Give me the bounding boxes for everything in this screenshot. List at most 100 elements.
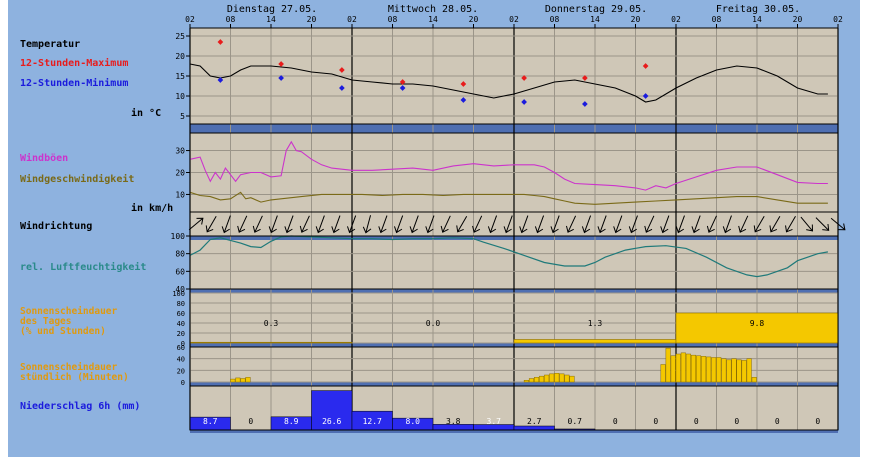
wind-arrow (644, 215, 655, 233)
y-tick-label: 10 (175, 190, 185, 199)
wind-arrow (581, 215, 592, 234)
wind-arrow-shaft (206, 215, 217, 233)
y-tick-label: 60 (175, 267, 185, 276)
hour-tick-label: 08 (226, 15, 236, 24)
wind-arrow (785, 215, 796, 233)
y-tick-label: 80 (175, 250, 185, 259)
label-temp-max: 12-Stunden-Maximum (20, 57, 128, 69)
wind-arrow (628, 215, 638, 234)
sun-hourly-bar (230, 378, 236, 383)
wind-arrow-shaft (552, 215, 560, 233)
wind-arrow (675, 215, 685, 234)
temp-min-point (460, 97, 467, 103)
wind-arrow-head (252, 225, 261, 233)
sun-hourly-bar (696, 355, 702, 383)
wind-arrow-head (519, 226, 528, 234)
sun-daily-bar (513, 339, 677, 344)
wind-speed-line (189, 191, 828, 205)
wind-arrow (252, 215, 263, 233)
wind-arrow-shaft (630, 215, 638, 233)
y-tick-label: 5 (180, 112, 185, 121)
wind-arrow (268, 215, 278, 234)
wind-arrow (660, 215, 670, 234)
wind-arrow (362, 215, 372, 234)
sun-hourly-bar (680, 352, 686, 383)
wind-arrow-shaft (599, 215, 607, 233)
wind-arrow-shaft (662, 215, 670, 233)
wind-arrow-head (660, 226, 669, 234)
wind-arrow-shaft (349, 215, 357, 233)
precip-value: 3.7 (487, 417, 502, 426)
wind-arrow-head (550, 226, 559, 234)
label-gust: Windböen (20, 152, 68, 164)
y-tick-label: 40 (175, 285, 185, 294)
wind-arrow (597, 215, 607, 234)
sun-hourly-bar (741, 360, 747, 383)
wind-arrow-shaft (708, 215, 717, 233)
sun-hourly-bar (690, 354, 696, 383)
wind-arrow-shaft (223, 215, 231, 233)
temp-min-point (399, 85, 406, 91)
wind-arrow-shaft (677, 215, 685, 233)
wind-arrow-head (706, 225, 715, 233)
wind-arrow-head (362, 226, 372, 234)
wind-arrow-head (691, 226, 700, 234)
y-tick-label: 30 (175, 147, 185, 156)
precip-value: 26.6 (322, 417, 341, 426)
wind-arrow (815, 217, 830, 231)
wind-arrow-head (722, 226, 732, 234)
precip-value: 0 (694, 417, 699, 426)
legend-labels: Temperatur 12-Stunden-Maximum 12-Stunden… (20, 39, 173, 412)
wind-arrow-head (393, 226, 403, 234)
bottom-band (190, 430, 838, 433)
hour-tick-label: 14 (590, 15, 600, 24)
wind-arrow-head (838, 223, 846, 231)
precip-bar (311, 390, 353, 431)
wind-arrow-head (425, 226, 434, 234)
wind-arrow-shaft (815, 217, 830, 231)
wind-arrow-shaft (583, 215, 592, 233)
wind-arrow-head (205, 225, 214, 233)
label-sun-hour-1: Sonnenscheindauer (20, 362, 118, 373)
wind-arrow-shaft (365, 215, 372, 233)
label-humidity: rel. Luftfeuchtigkeit (20, 261, 146, 273)
precip-value: 2.7 (527, 417, 542, 426)
wind-arrow (440, 215, 451, 233)
precip-value: 8.7 (203, 417, 218, 426)
wind-arrow (722, 215, 732, 234)
sun-hourly-bar (240, 378, 246, 383)
wind-arrow (237, 215, 248, 233)
wind-arrow-shaft (567, 215, 577, 233)
wind-arrow (299, 215, 310, 233)
wind-arrow (706, 215, 717, 233)
sun-hourly-bar (245, 377, 251, 383)
hour-tick-label: 14 (752, 15, 762, 24)
label-temperature: Temperatur (20, 39, 80, 50)
y-tick-label: 25 (175, 32, 185, 41)
gust-line (189, 140, 828, 191)
wind-arrow (472, 215, 483, 233)
hour-tick-label: 20 (469, 15, 479, 24)
sun-hourly-bar (711, 357, 717, 383)
wind-arrow-head (785, 225, 793, 233)
precip-value: 0 (734, 417, 739, 426)
sun-hourly-bar (534, 377, 540, 383)
hour-tick-label: 02 (185, 15, 195, 24)
sun-hourly-bar (726, 359, 732, 383)
temp-max-point (460, 81, 467, 87)
wind-arrow-shaft (270, 215, 278, 233)
hour-tick-label: 20 (307, 15, 317, 24)
wind-arrow-head (237, 225, 246, 233)
wind-arrow-shaft (615, 215, 623, 233)
wind-arrow-head (284, 226, 293, 234)
wind-arrow (378, 215, 388, 234)
wind-arrow (613, 215, 623, 234)
sun-hourly-bar (685, 353, 691, 383)
precip-value: 0.7 (568, 417, 583, 426)
wind-arrow-head (628, 226, 638, 234)
sun-hourly-bar (549, 373, 555, 383)
temp-min-point (642, 93, 649, 99)
wind-arrow (315, 215, 325, 234)
temp-max-point (399, 79, 406, 85)
panel-frame (189, 385, 839, 431)
